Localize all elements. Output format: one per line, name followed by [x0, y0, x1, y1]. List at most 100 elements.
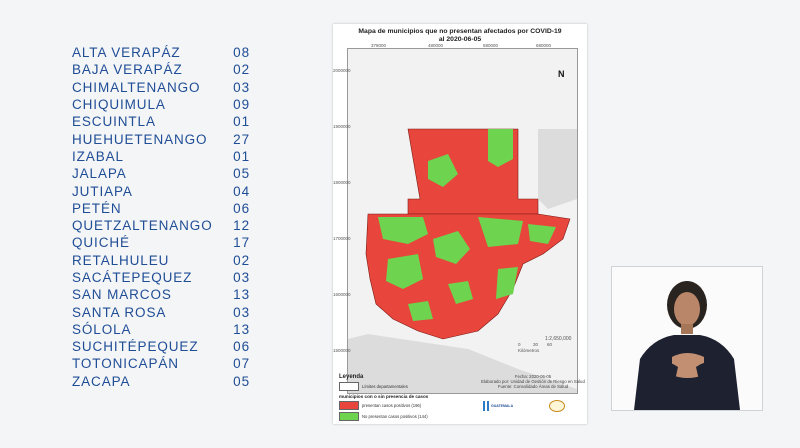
- department-count: 05: [233, 166, 250, 182]
- pacific-coast: [348, 334, 577, 393]
- department-count: 01: [233, 148, 250, 164]
- department-row: ZACAPA 05: [72, 373, 250, 390]
- government-logo: GUATEMALA: [483, 400, 517, 412]
- green-area-7: [448, 281, 473, 304]
- department-name: JUTIAPA: [72, 183, 133, 199]
- peten-green-west: [428, 154, 458, 187]
- y-tick: 1700000: [333, 236, 351, 241]
- green-area-6: [496, 267, 518, 299]
- scale-label: 60: [547, 342, 553, 347]
- department-count: 03: [233, 79, 250, 95]
- boundary-swatch: [339, 382, 359, 391]
- department-row: SUCHITÉPEQUEZ 06: [72, 338, 250, 355]
- department-name: SAN MARCOS: [72, 287, 172, 303]
- department-row: ALTA VERAPÁZ 08: [72, 44, 250, 61]
- department-name: CHIQUIMULA: [72, 97, 166, 113]
- scale-label: 30: [533, 342, 539, 347]
- map-frame: [347, 48, 578, 394]
- department-list: ALTA VERAPÁZ 08 BAJA VERAPÁZ 02 CHIMALTENANG…: [72, 44, 250, 390]
- legend-section: municipios con o sin presencia de casos: [339, 394, 429, 399]
- department-count: 03: [233, 304, 250, 320]
- department-count: 06: [233, 200, 250, 216]
- department-count: 06: [233, 339, 250, 355]
- map-author: Elaborado por: Unidad de Gestión de Ries…: [481, 379, 585, 385]
- department-count: 05: [233, 373, 250, 389]
- peten-green-strip: [488, 129, 513, 167]
- sign-language-interpreter-video: [611, 266, 763, 411]
- green-area-8: [408, 301, 433, 321]
- department-name: BAJA VERAPÁZ: [72, 62, 183, 78]
- map-title: Mapa de municipios que no presentan afec…: [333, 28, 587, 44]
- department-count: 13: [233, 287, 250, 303]
- department-name: QUETZALTENANGO: [72, 218, 213, 234]
- department-count: 27: [233, 131, 250, 147]
- department-count: 12: [233, 218, 250, 234]
- y-tick: 2000000: [333, 68, 351, 73]
- scale-ratio: 1:2,650,000: [545, 336, 572, 342]
- department-row: PETÉN 06: [72, 200, 250, 217]
- map-title-line1: Mapa de municipios que no presentan afec…: [358, 28, 562, 35]
- covid-map-card: Mapa de municipios que no presentan afec…: [333, 24, 587, 424]
- green-area-5: [386, 254, 423, 289]
- legend-title: Leyenda: [339, 374, 364, 380]
- scale-unit: Kilómetros: [518, 348, 540, 353]
- department-row: ESCUINTLA 01: [72, 113, 250, 130]
- x-tick: 580000: [483, 43, 499, 48]
- map-source: Fuente: Consolidado Áreas de Salud: [497, 384, 569, 390]
- department-row: HUEHUETENANGO 27: [72, 130, 250, 147]
- department-row: SANTA ROSA 03: [72, 303, 250, 320]
- department-row: SÓLOLA 13: [72, 321, 250, 338]
- map-title-line2: al 2020-06-05: [438, 36, 482, 43]
- scale-label: 0: [518, 342, 521, 347]
- department-name: PETÉN: [72, 200, 122, 216]
- y-tick: 1800000: [333, 180, 351, 185]
- department-name: HUEHUETENANGO: [72, 131, 208, 147]
- map-date: Fecha: 2020-06-05: [514, 374, 552, 379]
- department-name: IZABAL: [72, 148, 124, 164]
- department-name: ZACAPA: [72, 373, 131, 389]
- department-name: SUCHITÉPEQUEZ: [72, 339, 199, 355]
- health-seal-icon: [549, 400, 565, 412]
- map-legend: Leyenda Límites departamentales municipi…: [339, 374, 479, 421]
- department-count: 17: [233, 235, 250, 251]
- department-count: 02: [233, 252, 250, 268]
- department-row: CHIQUIMULA 09: [72, 96, 250, 113]
- department-count: 08: [233, 45, 250, 61]
- department-name: ESCUINTLA: [72, 114, 156, 130]
- department-name: SÓLOLA: [72, 321, 132, 337]
- green-area-4: [528, 224, 556, 244]
- department-row: IZABAL 01: [72, 148, 250, 165]
- department-name: CHIMALTENANGO: [72, 79, 201, 95]
- department-row: BAJA VERAPÁZ 02: [72, 61, 250, 78]
- department-count: 07: [233, 356, 250, 372]
- negative-swatch: [339, 412, 359, 421]
- department-name: RETALHULEU: [72, 252, 170, 268]
- department-row: JUTIAPA 04: [72, 182, 250, 199]
- department-count: 13: [233, 321, 250, 337]
- department-row: QUICHÉ 17: [72, 234, 250, 251]
- x-tick: 680000: [536, 43, 552, 48]
- department-name: SACÁTEPEQUEZ: [72, 270, 193, 285]
- green-area-3: [478, 217, 523, 247]
- department-count: 03: [233, 270, 250, 285]
- peten-region: [407, 128, 539, 215]
- interpreter-figure: [612, 267, 762, 410]
- positive-swatch: [339, 401, 359, 410]
- department-row: SAN MARCOS 13: [72, 286, 250, 303]
- department-count: 09: [233, 97, 250, 113]
- department-count: 04: [233, 183, 250, 199]
- department-row: RETALHULEU 02: [72, 252, 250, 269]
- department-name: ALTA VERAPÁZ: [72, 45, 181, 61]
- x-tick: 480000: [428, 43, 444, 48]
- north-arrow-icon: N: [558, 69, 565, 79]
- green-area-1: [378, 217, 428, 244]
- legend-boundary: Límites departamentales: [362, 384, 408, 389]
- department-row: TOTONICAPÁN 07: [72, 355, 250, 372]
- department-name: QUICHÉ: [72, 235, 130, 251]
- department-row: SACÁTEPEQUEZ 03: [72, 269, 250, 286]
- flag-icon: [483, 401, 489, 411]
- legend-positive: presentan casos positivos (196): [362, 403, 422, 408]
- map-info: Fecha: 2020-06-05 Elaborado por: Unidad …: [481, 374, 585, 390]
- x-tick: 378000: [371, 43, 387, 48]
- y-tick: 1900000: [333, 124, 351, 129]
